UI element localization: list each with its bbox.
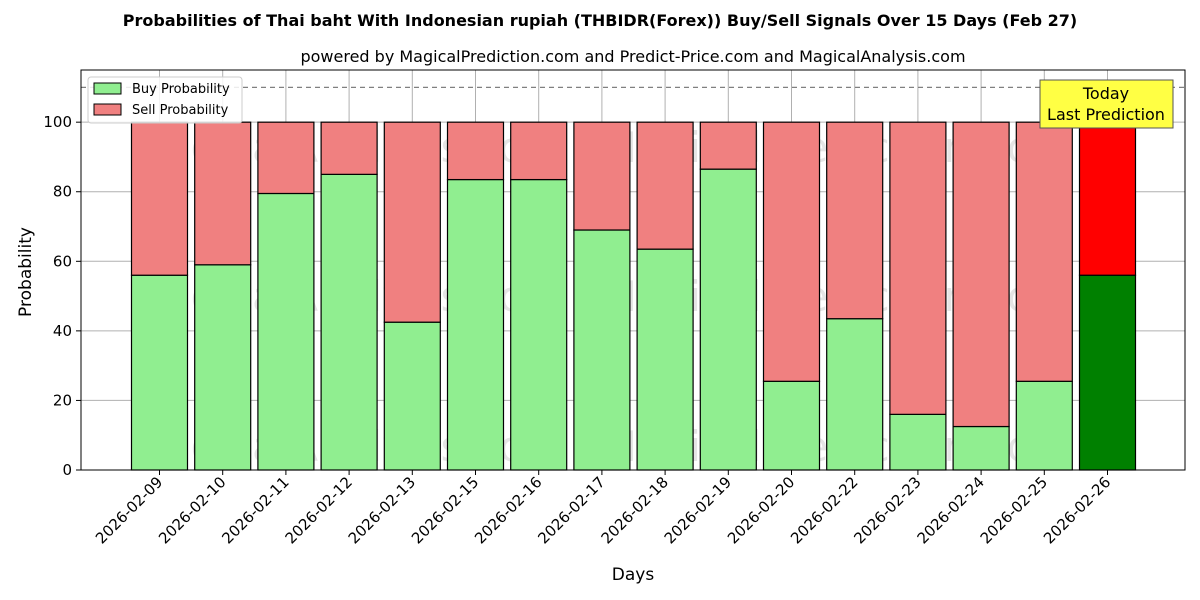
y-tick-label: 20: [53, 391, 72, 409]
y-tick-label: 0: [62, 461, 72, 479]
y-tick-label: 60: [53, 252, 72, 270]
buy-bar-2026-02-25: [1015, 380, 1073, 471]
bars: [130, 121, 1137, 471]
sell-bar-2026-02-10: [194, 121, 252, 266]
sell-bar-2026-02-12: [320, 121, 378, 175]
y-tick-label: 80: [53, 183, 72, 201]
sell-bar-2026-02-20: [762, 121, 821, 382]
annotation-line: Last Prediction: [1047, 105, 1165, 124]
sell-bar-2026-02-09: [130, 121, 189, 276]
buy-bar-2026-02-13: [383, 321, 441, 471]
y-tick-label: 40: [53, 322, 72, 340]
chart-subtitle: powered by MagicalPrediction.com and Pre…: [300, 47, 965, 66]
sell-bar-2026-02-13: [383, 121, 441, 323]
sell-bar-2026-02-19: [699, 121, 757, 170]
sell-bar-2026-02-15: [446, 121, 505, 181]
sell-bar-2026-02-16: [510, 121, 568, 181]
buy-bar-2026-02-19: [699, 168, 757, 471]
buy-bar-2026-02-10: [194, 264, 252, 471]
y-axis-ticks: 0 20 40 60 80 100: [43, 113, 81, 479]
buy-bar-2026-02-24: [952, 425, 1010, 471]
buy-bar-2026-02-12: [320, 173, 378, 471]
buy-bar-2026-02-23: [889, 413, 947, 471]
annotation-line: Today: [1082, 84, 1129, 103]
sell-bar-2026-02-23: [889, 121, 947, 415]
y-tick-label: 100: [43, 113, 72, 131]
legend-swatch: [93, 82, 122, 95]
buy-bar-2026-02-20: [762, 380, 821, 471]
legend-swatch: [93, 103, 122, 116]
sell-bar-2026-02-11: [257, 121, 315, 195]
sell-bar-2026-02-17: [573, 121, 631, 231]
x-axis-label: Days: [612, 565, 655, 585]
chart-title: Probabilities of Thai baht With Indonesi…: [123, 11, 1077, 30]
today-annotation: Today Last Prediction: [1039, 79, 1174, 129]
sell-bar-2026-02-25: [1015, 121, 1073, 382]
annotation-box: [1039, 79, 1174, 129]
buy-bar-2026-02-22: [826, 318, 884, 471]
legend-box: [87, 76, 243, 124]
y-axis-label: Probability: [16, 227, 36, 317]
plot-frame: [80, 69, 1186, 471]
sell-bar-2026-02-22: [826, 121, 884, 320]
buy-bar-2026-02-09: [130, 274, 189, 471]
buy-bar-2026-02-18: [636, 248, 694, 471]
sell-bar-2026-02-18: [636, 121, 694, 250]
buy-bar-2026-02-26: [1078, 274, 1137, 471]
buy-bar-2026-02-16: [510, 178, 568, 471]
legend: Buy Probability Sell Probability: [87, 76, 243, 124]
buy-bar-2026-02-17: [573, 229, 631, 471]
sell-bar-2026-02-26: [1078, 121, 1137, 276]
buy-bar-2026-02-15: [446, 178, 505, 471]
legend-label: Buy Probability: [132, 82, 230, 97]
buy-bar-2026-02-11: [257, 192, 315, 471]
sell-bar-2026-02-24: [952, 121, 1010, 428]
legend-label: Sell Probability: [132, 103, 229, 118]
